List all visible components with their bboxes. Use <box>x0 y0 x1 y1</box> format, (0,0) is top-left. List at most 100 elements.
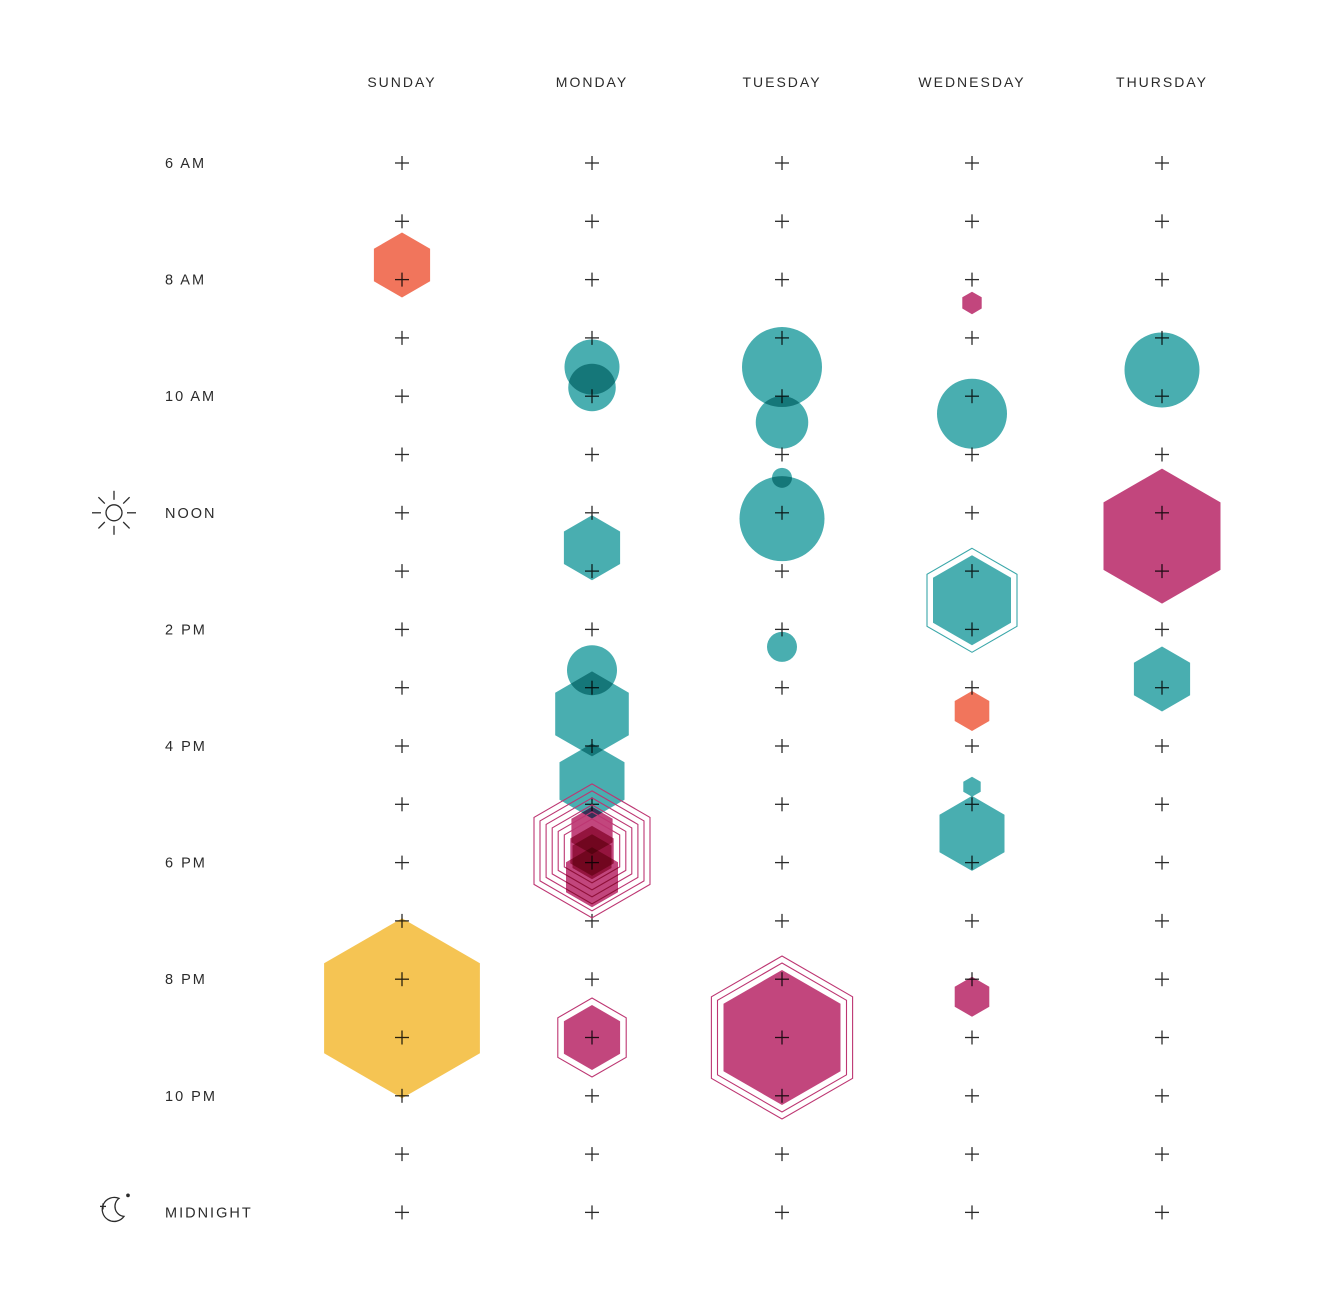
grid-plus-mark <box>965 505 979 520</box>
time-label: NOON <box>165 506 217 522</box>
grid-plus-mark <box>775 680 789 695</box>
grid-plus-mark <box>395 214 409 229</box>
day-header-tuesday: TUESDAY <box>742 74 821 90</box>
grid-plus-mark <box>965 156 979 170</box>
grid-plus-mark <box>585 447 599 462</box>
data-mark-circle <box>767 631 797 662</box>
hexagon-mark <box>723 970 841 1105</box>
hexagon-ring <box>557 997 627 1078</box>
grid-plus-mark <box>775 564 789 579</box>
day-header-thursday: THURSDAY <box>1116 74 1208 90</box>
grid-plus-mark <box>395 156 409 170</box>
grid-plus-mark <box>965 739 979 753</box>
data-mark-hexagon <box>723 970 841 1105</box>
data-mark-hexagon <box>566 847 618 908</box>
grid-plus-mark <box>395 505 409 520</box>
marks-layer <box>324 232 1221 1120</box>
grid-plus-mark <box>585 1205 599 1220</box>
grid-plus-mark <box>585 913 599 928</box>
grid-plus-mark <box>1155 272 1169 287</box>
circle-mark <box>1124 332 1200 408</box>
grid-plus-mark <box>775 855 789 870</box>
grid-plus-mark <box>1155 1147 1169 1162</box>
time-label: 4 PM <box>165 739 207 755</box>
grid-plus-mark <box>1155 156 1169 170</box>
grid-plus-mark <box>965 1205 979 1220</box>
data-mark-circle <box>1124 332 1200 408</box>
grid-plus-mark <box>395 739 409 753</box>
data-mark-hexagon <box>1103 468 1221 604</box>
time-label: 6 AM <box>165 156 206 172</box>
hexagon-ring <box>710 955 854 1120</box>
data-mark-hexagon <box>962 291 982 315</box>
data-mark-hexagon <box>963 776 981 797</box>
time-label: 8 PM <box>165 972 207 988</box>
grid-plus-mark <box>395 622 409 637</box>
grid-plus-mark <box>585 622 599 637</box>
day-header-wednesday: WEDNESDAY <box>918 74 1025 90</box>
data-mark-hexagon <box>1133 646 1191 712</box>
grid-plus-mark <box>965 913 979 928</box>
data-mark-hexagon <box>563 1005 621 1070</box>
data-mark-circle <box>739 476 825 562</box>
grid-plus-mark <box>775 913 789 928</box>
grid-plus-mark <box>395 855 409 870</box>
grid-plus-mark <box>395 1205 409 1220</box>
grid-plus-mark <box>585 156 599 170</box>
grid-plus-mark <box>1155 447 1169 462</box>
grid-plus-mark <box>775 272 789 287</box>
grid-plus-mark <box>1155 972 1169 987</box>
grid-plus-mark <box>585 1088 599 1103</box>
hexagon-mark <box>954 691 990 731</box>
data-mark-hexagon <box>563 515 621 581</box>
hexagon-mark <box>555 671 629 757</box>
grid-plus-mark <box>395 564 409 579</box>
circle-mark <box>568 363 616 412</box>
hexagon-mark <box>933 555 1011 646</box>
grid-plus-mark <box>1155 739 1169 753</box>
hexagon-mark <box>324 918 480 1099</box>
grid-plus-mark <box>965 1030 979 1045</box>
grid-plus-mark <box>1155 855 1169 870</box>
data-mark-hexagon <box>954 691 990 731</box>
data-mark-hexagon <box>324 918 480 1099</box>
time-label: MIDNIGHT <box>165 1205 253 1221</box>
data-mark-circle <box>568 363 616 412</box>
hexagon-mark <box>563 515 621 581</box>
grid-plus-mark <box>395 389 409 404</box>
grid-plus-mark <box>775 156 789 170</box>
grid-plus-mark <box>395 330 409 345</box>
grid-plus-mark <box>965 447 979 462</box>
hexagon-mark <box>962 291 982 315</box>
sun-icon <box>92 490 136 535</box>
data-mark-circle <box>937 378 1007 449</box>
grid-plus-mark <box>775 1147 789 1162</box>
day-header-sunday: SUNDAY <box>367 74 436 90</box>
grid-plus-mark <box>585 1147 599 1162</box>
grid-plus-mark <box>775 447 789 462</box>
grid-plus-mark <box>1155 797 1169 812</box>
time-label: 8 AM <box>165 273 206 289</box>
data-mark-hexagon <box>954 976 990 1017</box>
time-label: 2 PM <box>165 622 207 638</box>
data-mark-circle <box>755 396 809 449</box>
grid-plus-mark <box>585 272 599 287</box>
time-label: 10 AM <box>165 389 216 405</box>
hexagon-mark <box>373 232 431 298</box>
grid-plus-mark <box>1155 214 1169 229</box>
grid-plus-mark <box>965 214 979 229</box>
hexagon-mark <box>563 1005 621 1070</box>
grid-plus-mark <box>775 214 789 229</box>
circle-mark <box>767 631 797 662</box>
grid-plus-mark <box>395 680 409 695</box>
time-label: 6 PM <box>165 856 207 872</box>
icons-layer <box>92 490 136 1223</box>
hexagon-mark <box>963 776 981 797</box>
data-mark-hexagon <box>933 555 1011 646</box>
grid-plus-mark <box>965 330 979 345</box>
labels-layer: SUNDAY MONDAY TUESDAY WEDNESDAY THURSDAY 6 AM… <box>165 74 1208 1221</box>
grid-plus-mark <box>395 797 409 812</box>
hexagon-mark <box>954 976 990 1017</box>
hexagon-mark <box>1103 468 1221 604</box>
